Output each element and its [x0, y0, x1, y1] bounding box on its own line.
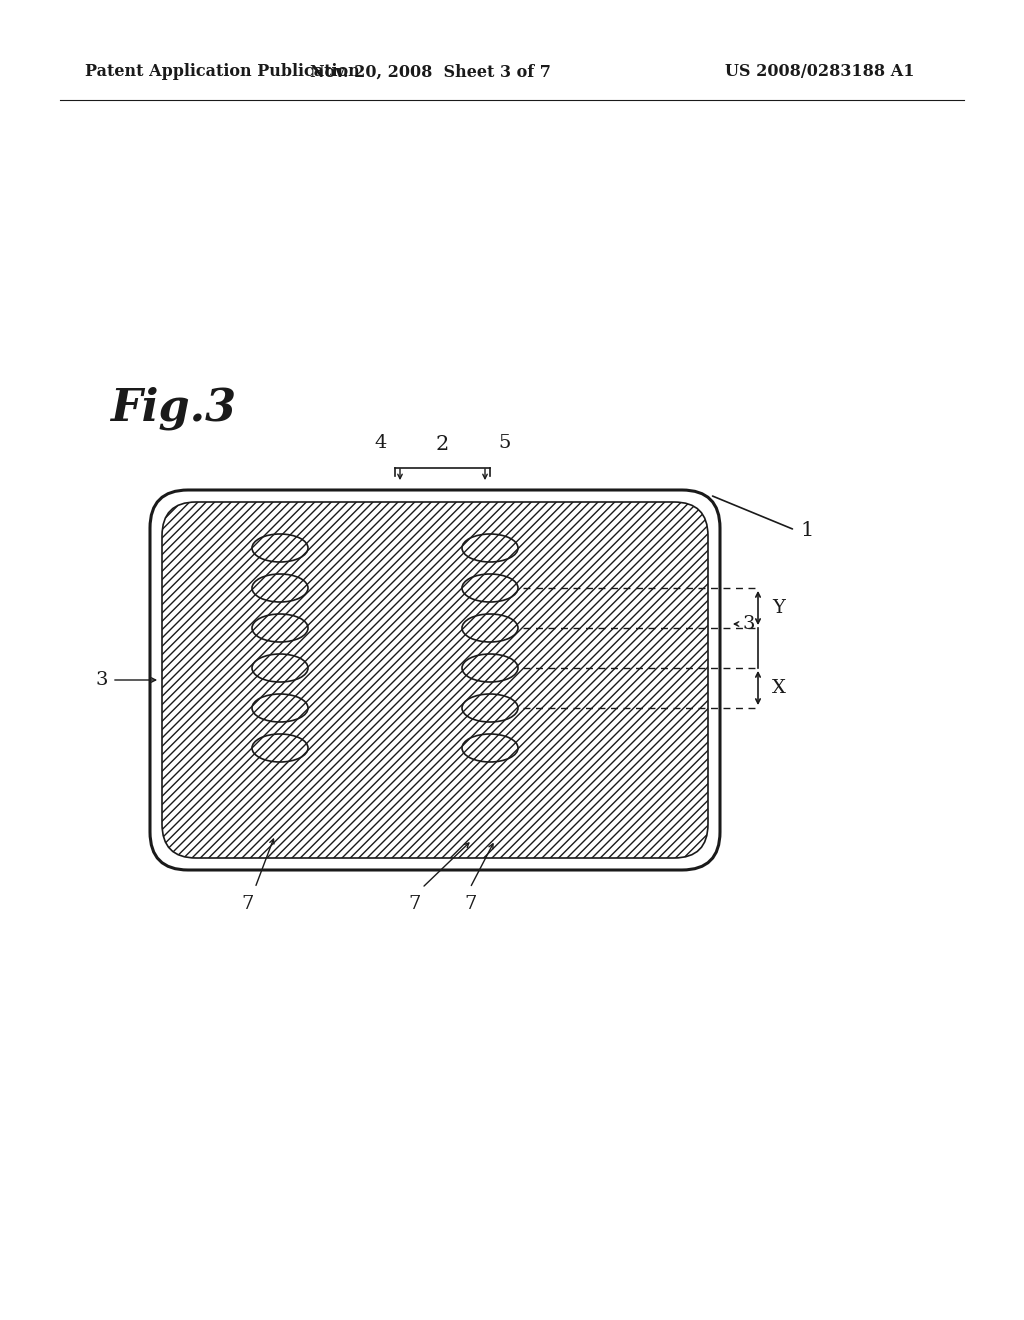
Ellipse shape: [252, 574, 308, 602]
Text: 3: 3: [95, 671, 108, 689]
Text: 7: 7: [409, 895, 421, 913]
Text: 1: 1: [800, 520, 813, 540]
Text: 2: 2: [436, 436, 450, 454]
Text: 3: 3: [742, 615, 755, 634]
FancyBboxPatch shape: [150, 490, 720, 870]
Ellipse shape: [462, 574, 518, 602]
Text: 5: 5: [498, 434, 510, 451]
Ellipse shape: [252, 734, 308, 762]
Text: 7: 7: [464, 895, 476, 913]
Text: US 2008/0283188 A1: US 2008/0283188 A1: [725, 63, 914, 81]
Ellipse shape: [252, 614, 308, 642]
Text: 4: 4: [375, 434, 387, 451]
Ellipse shape: [462, 694, 518, 722]
Text: X: X: [772, 678, 785, 697]
Text: Patent Application Publication: Patent Application Publication: [85, 63, 359, 81]
Ellipse shape: [462, 734, 518, 762]
Text: Y: Y: [772, 599, 784, 616]
Ellipse shape: [462, 614, 518, 642]
Ellipse shape: [252, 694, 308, 722]
Text: Fig.3: Fig.3: [110, 387, 237, 430]
Ellipse shape: [252, 653, 308, 682]
Text: Nov. 20, 2008  Sheet 3 of 7: Nov. 20, 2008 Sheet 3 of 7: [309, 63, 551, 81]
Ellipse shape: [462, 653, 518, 682]
Ellipse shape: [252, 535, 308, 562]
Ellipse shape: [462, 535, 518, 562]
Text: 7: 7: [242, 895, 254, 913]
